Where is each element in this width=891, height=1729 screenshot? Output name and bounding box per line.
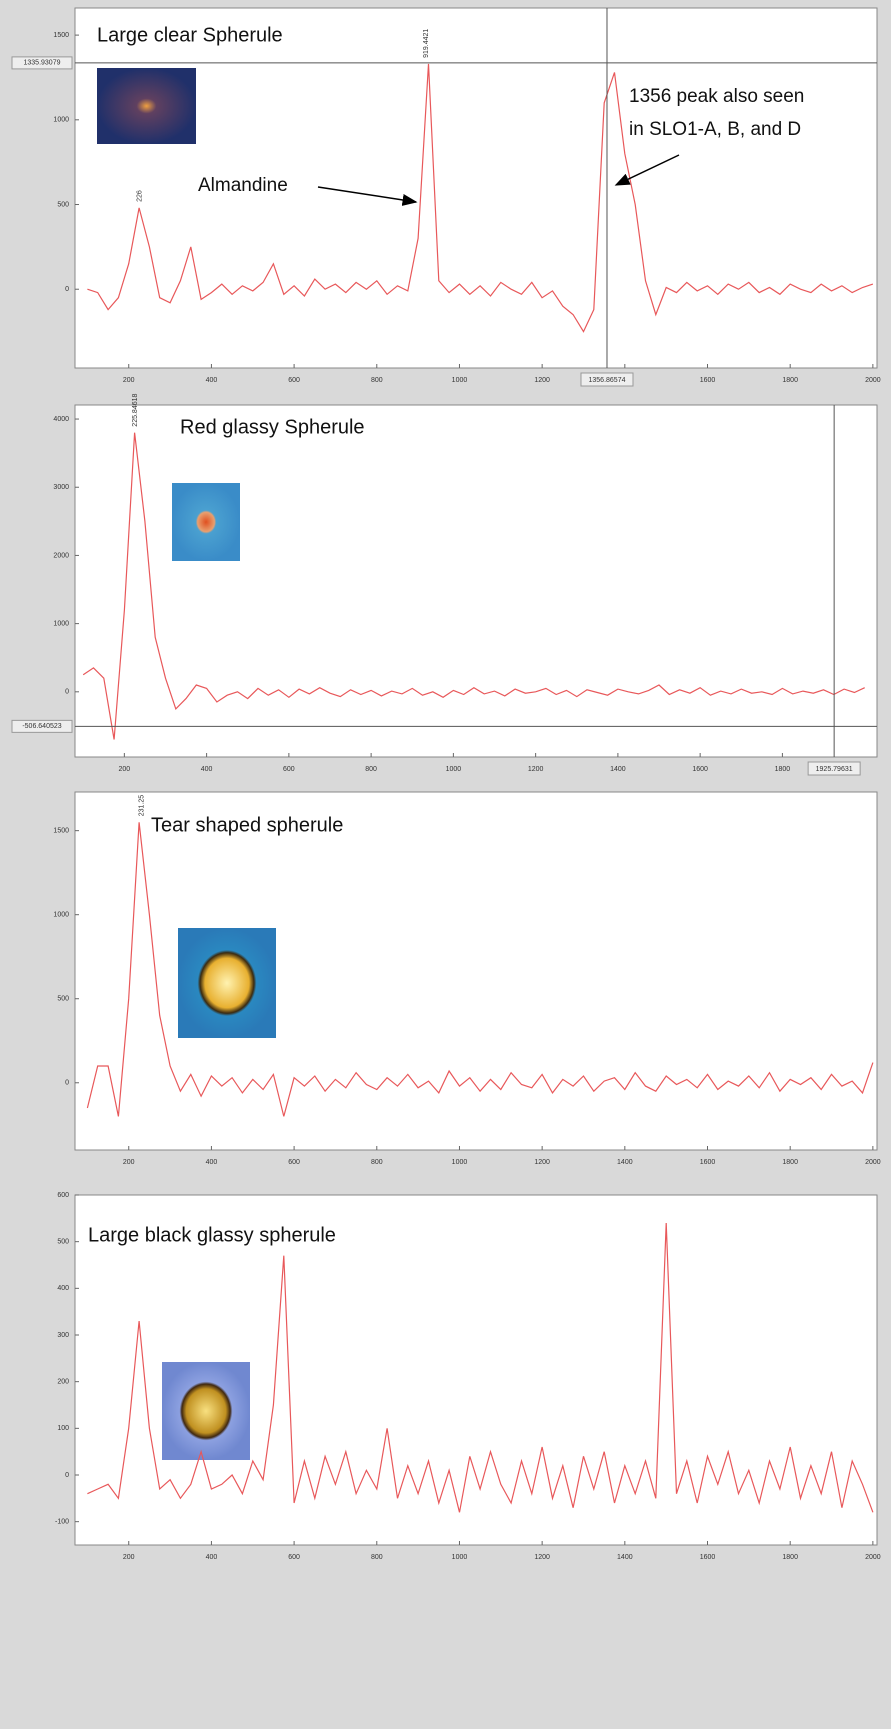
sample-photo bbox=[97, 68, 196, 144]
y-tick-label: 0 bbox=[65, 1472, 69, 1479]
y-tick-label: 4000 bbox=[53, 416, 69, 423]
y-tick-label: 600 bbox=[57, 1192, 69, 1199]
x-tick-label: 1800 bbox=[782, 1159, 798, 1166]
y-tick-label: 500 bbox=[57, 201, 69, 208]
sample-photo bbox=[162, 1362, 250, 1460]
x-tick-label: 1800 bbox=[782, 377, 798, 384]
peak-label: 225.84618 bbox=[132, 393, 139, 426]
peak-label: 919.4421 bbox=[423, 29, 430, 58]
chart-title: Large black glassy spherule bbox=[88, 1224, 336, 1246]
spectrum-line bbox=[86, 822, 874, 1117]
x-tick-label: 1000 bbox=[452, 1554, 468, 1561]
x-tick-label: 1600 bbox=[692, 766, 708, 773]
cursor-label-box bbox=[580, 372, 634, 387]
sample-photo bbox=[172, 483, 240, 561]
y-tick-label: 1000 bbox=[53, 117, 69, 124]
spectrum-line bbox=[87, 1222, 874, 1513]
annotation: 1356 peak also seen bbox=[629, 86, 804, 107]
x-tick-label: 1400 bbox=[617, 1554, 633, 1561]
x-tick-label: 200 bbox=[123, 377, 135, 384]
x-tick-label: 1400 bbox=[610, 766, 626, 773]
cursor-label-box bbox=[11, 56, 73, 70]
x-tick-label: 400 bbox=[206, 377, 218, 384]
peak-label: 231.25 bbox=[139, 795, 146, 817]
x-tick-label: 200 bbox=[119, 766, 131, 773]
plot-area bbox=[74, 404, 878, 758]
y-tick-label: 500 bbox=[57, 1239, 69, 1246]
chart-title: Red glassy Spherule bbox=[180, 416, 365, 438]
x-tick-label: 400 bbox=[201, 766, 213, 773]
x-tick-label: 1200 bbox=[534, 377, 550, 384]
annotation-arrow bbox=[614, 154, 680, 186]
y-tick-label: 300 bbox=[57, 1332, 69, 1339]
y-tick-label: 200 bbox=[57, 1379, 69, 1386]
annotation: in SLO1-A, B, and D bbox=[629, 119, 801, 140]
y-tick-label: 100 bbox=[57, 1425, 69, 1432]
x-tick-label: 1200 bbox=[534, 1159, 550, 1166]
x-tick-label: 800 bbox=[371, 1159, 383, 1166]
x-tick-label: 1200 bbox=[534, 1554, 550, 1561]
x-tick-label: 800 bbox=[371, 1554, 383, 1561]
y-tick-label: 0 bbox=[65, 1080, 69, 1087]
x-tick-label: 400 bbox=[206, 1159, 218, 1166]
y-tick-label: -100 bbox=[55, 1519, 69, 1526]
y-tick-label: 1000 bbox=[53, 620, 69, 627]
cursor-label-box bbox=[11, 719, 73, 733]
x-tick-label: 1000 bbox=[452, 377, 468, 384]
x-tick-label: 600 bbox=[288, 1159, 300, 1166]
x-tick-label: 600 bbox=[288, 377, 300, 384]
cursor-y-label: -506.640523 bbox=[22, 723, 61, 730]
y-tick-label: 1500 bbox=[53, 32, 69, 39]
x-tick-label: 1600 bbox=[700, 1554, 716, 1561]
peak-label: 226 bbox=[136, 190, 143, 202]
cursor-x-label: 1356.86574 bbox=[589, 377, 626, 384]
y-tick-label: 0 bbox=[65, 286, 69, 293]
cursor-y-label: 1335.93079 bbox=[24, 60, 61, 67]
cursor-label-box bbox=[807, 761, 861, 776]
x-tick-label: 1800 bbox=[782, 1554, 798, 1561]
x-tick-label: 600 bbox=[283, 766, 295, 773]
y-tick-label: 1500 bbox=[53, 828, 69, 835]
x-tick-label: 200 bbox=[123, 1554, 135, 1561]
x-tick-label: 1800 bbox=[775, 766, 791, 773]
y-tick-label: 0 bbox=[65, 689, 69, 696]
x-tick-label: 800 bbox=[365, 766, 377, 773]
x-tick-label: 800 bbox=[371, 377, 383, 384]
x-tick-label: 600 bbox=[288, 1554, 300, 1561]
x-tick-label: 1200 bbox=[528, 766, 544, 773]
x-tick-label: 400 bbox=[206, 1554, 218, 1561]
sample-photo bbox=[178, 928, 276, 1038]
x-tick-label: 2000 bbox=[865, 1554, 881, 1561]
spectrum-line bbox=[87, 63, 874, 333]
y-tick-label: 400 bbox=[57, 1285, 69, 1292]
spectrum-line bbox=[82, 432, 865, 740]
x-tick-label: 2000 bbox=[865, 377, 881, 384]
chart-title: Tear shaped spherule bbox=[151, 814, 343, 836]
cursor-x-label: 1925.79631 bbox=[816, 766, 853, 773]
y-tick-label: 2000 bbox=[53, 552, 69, 559]
plot-area bbox=[74, 7, 878, 369]
y-tick-label: 500 bbox=[57, 996, 69, 1003]
y-tick-label: 3000 bbox=[53, 484, 69, 491]
x-tick-label: 1000 bbox=[452, 1159, 468, 1166]
x-tick-label: 200 bbox=[123, 1159, 135, 1166]
annotation: Almandine bbox=[198, 175, 288, 196]
x-tick-label: 2000 bbox=[865, 1159, 881, 1166]
x-tick-label: 1000 bbox=[446, 766, 462, 773]
x-tick-label: 1600 bbox=[700, 377, 716, 384]
x-tick-label: 1600 bbox=[700, 1159, 716, 1166]
chart-title: Large clear Spherule bbox=[97, 24, 283, 46]
annotation-arrow bbox=[317, 186, 418, 206]
x-tick-label: 1400 bbox=[617, 1159, 633, 1166]
y-tick-label: 1000 bbox=[53, 912, 69, 919]
